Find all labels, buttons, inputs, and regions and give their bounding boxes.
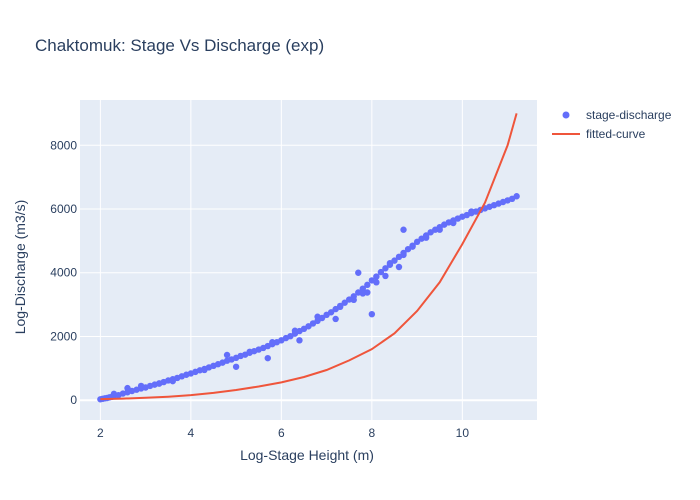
data-point [364,281,371,289]
data-point [269,339,276,346]
data-point [364,289,371,296]
data-point [246,348,253,355]
data-point [232,363,240,370]
x-tick-label: 10 [456,426,470,440]
y-tick-label: 8000 [50,138,77,152]
y-tick-label: 0 [70,393,77,407]
data-point [377,268,385,276]
data-point [327,309,335,316]
data-point [332,315,339,323]
y-tick-label: 6000 [50,202,77,216]
data-layer [97,113,520,403]
data-point [400,226,407,233]
data-point [296,337,303,344]
x-tick-label: 2 [97,426,104,440]
legend-marker-stage-discharge [562,111,570,119]
data-point [350,296,357,304]
data-point [450,219,457,227]
x-tick-label: 6 [278,426,285,440]
data-point [201,366,208,374]
chart-title: Chaktomuk: Stage Vs Discharge (exp) [35,36,324,55]
y-tick-label: 2000 [50,329,77,343]
data-point [359,285,366,292]
data-point [314,313,321,320]
data-point [382,265,389,272]
legend: stage-discharge fitted-curve [552,108,672,141]
data-point [223,351,231,359]
data-point [468,208,475,215]
data-point [400,251,407,259]
data-point [341,299,348,306]
data-point [124,384,131,392]
legend-label-stage-discharge: stage-discharge [586,108,672,122]
data-point [413,238,421,246]
data-point [368,310,376,318]
legend-label-fitted-curve: fitted-curve [586,127,646,141]
data-point [110,390,118,398]
data-point [436,226,443,233]
tick-labels: 2 4 6 8 10 0 2000 4000 6000 8000 [50,138,469,440]
y-tick-label: 4000 [50,266,77,280]
data-point [373,273,380,280]
data-point [373,279,380,286]
data-point [386,259,394,267]
data-point [513,193,520,200]
fitted-curve-line [100,113,518,401]
data-point [382,272,389,280]
data-point [409,243,416,250]
plot-area [80,100,537,420]
data-point [422,234,430,241]
data-point [355,269,362,276]
x-tick-label: 8 [369,426,376,440]
x-tick-label: 4 [188,426,195,440]
gridlines [80,100,537,420]
y-axis-title: Log-Discharge (m3/s) [12,200,28,335]
data-point [169,377,176,385]
data-point [155,380,163,387]
data-point [137,382,145,390]
x-axis-title: Log-Stage Height (m) [240,447,374,463]
data-point [291,327,299,334]
data-point [264,354,271,362]
data-point [336,303,344,311]
data-point [395,263,403,271]
